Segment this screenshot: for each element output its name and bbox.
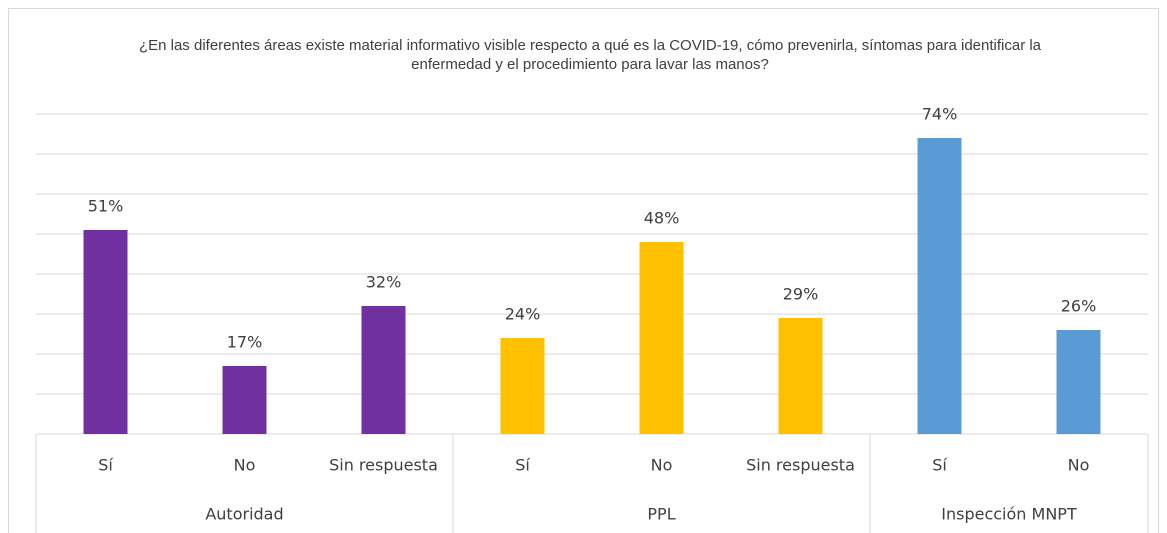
bar — [1056, 330, 1101, 434]
bar — [917, 138, 962, 434]
x-tick-label: No — [651, 456, 673, 475]
x-tick-label: No — [234, 456, 256, 475]
bar — [361, 306, 406, 434]
value-label: 17% — [227, 333, 263, 352]
x-tick-label: Sí — [98, 456, 113, 475]
x-tick-label: No — [1068, 456, 1090, 475]
x-tick-label: Sí — [515, 456, 530, 475]
bar — [222, 366, 267, 434]
bar — [500, 338, 545, 434]
x-tick-label: Sí — [932, 456, 947, 475]
value-label: 26% — [1061, 297, 1097, 316]
x-tick-label: Sin respuesta — [746, 456, 855, 475]
bar — [639, 242, 684, 434]
value-label: 74% — [922, 105, 958, 124]
group-label: Autoridad — [205, 505, 283, 524]
value-label: 24% — [505, 305, 541, 324]
x-tick-label: Sin respuesta — [329, 456, 438, 475]
value-label: 51% — [88, 197, 124, 216]
value-label: 29% — [783, 285, 819, 304]
value-label: 48% — [644, 209, 680, 228]
bar — [83, 230, 128, 434]
value-label: 32% — [366, 273, 402, 292]
chart-title: ¿En las diferentes áreas existe material… — [138, 37, 1042, 73]
bar — [778, 318, 823, 434]
group-label: Inspección MNPT — [941, 505, 1077, 524]
chart-frame — [8, 8, 1159, 533]
group-label: PPL — [647, 505, 675, 524]
